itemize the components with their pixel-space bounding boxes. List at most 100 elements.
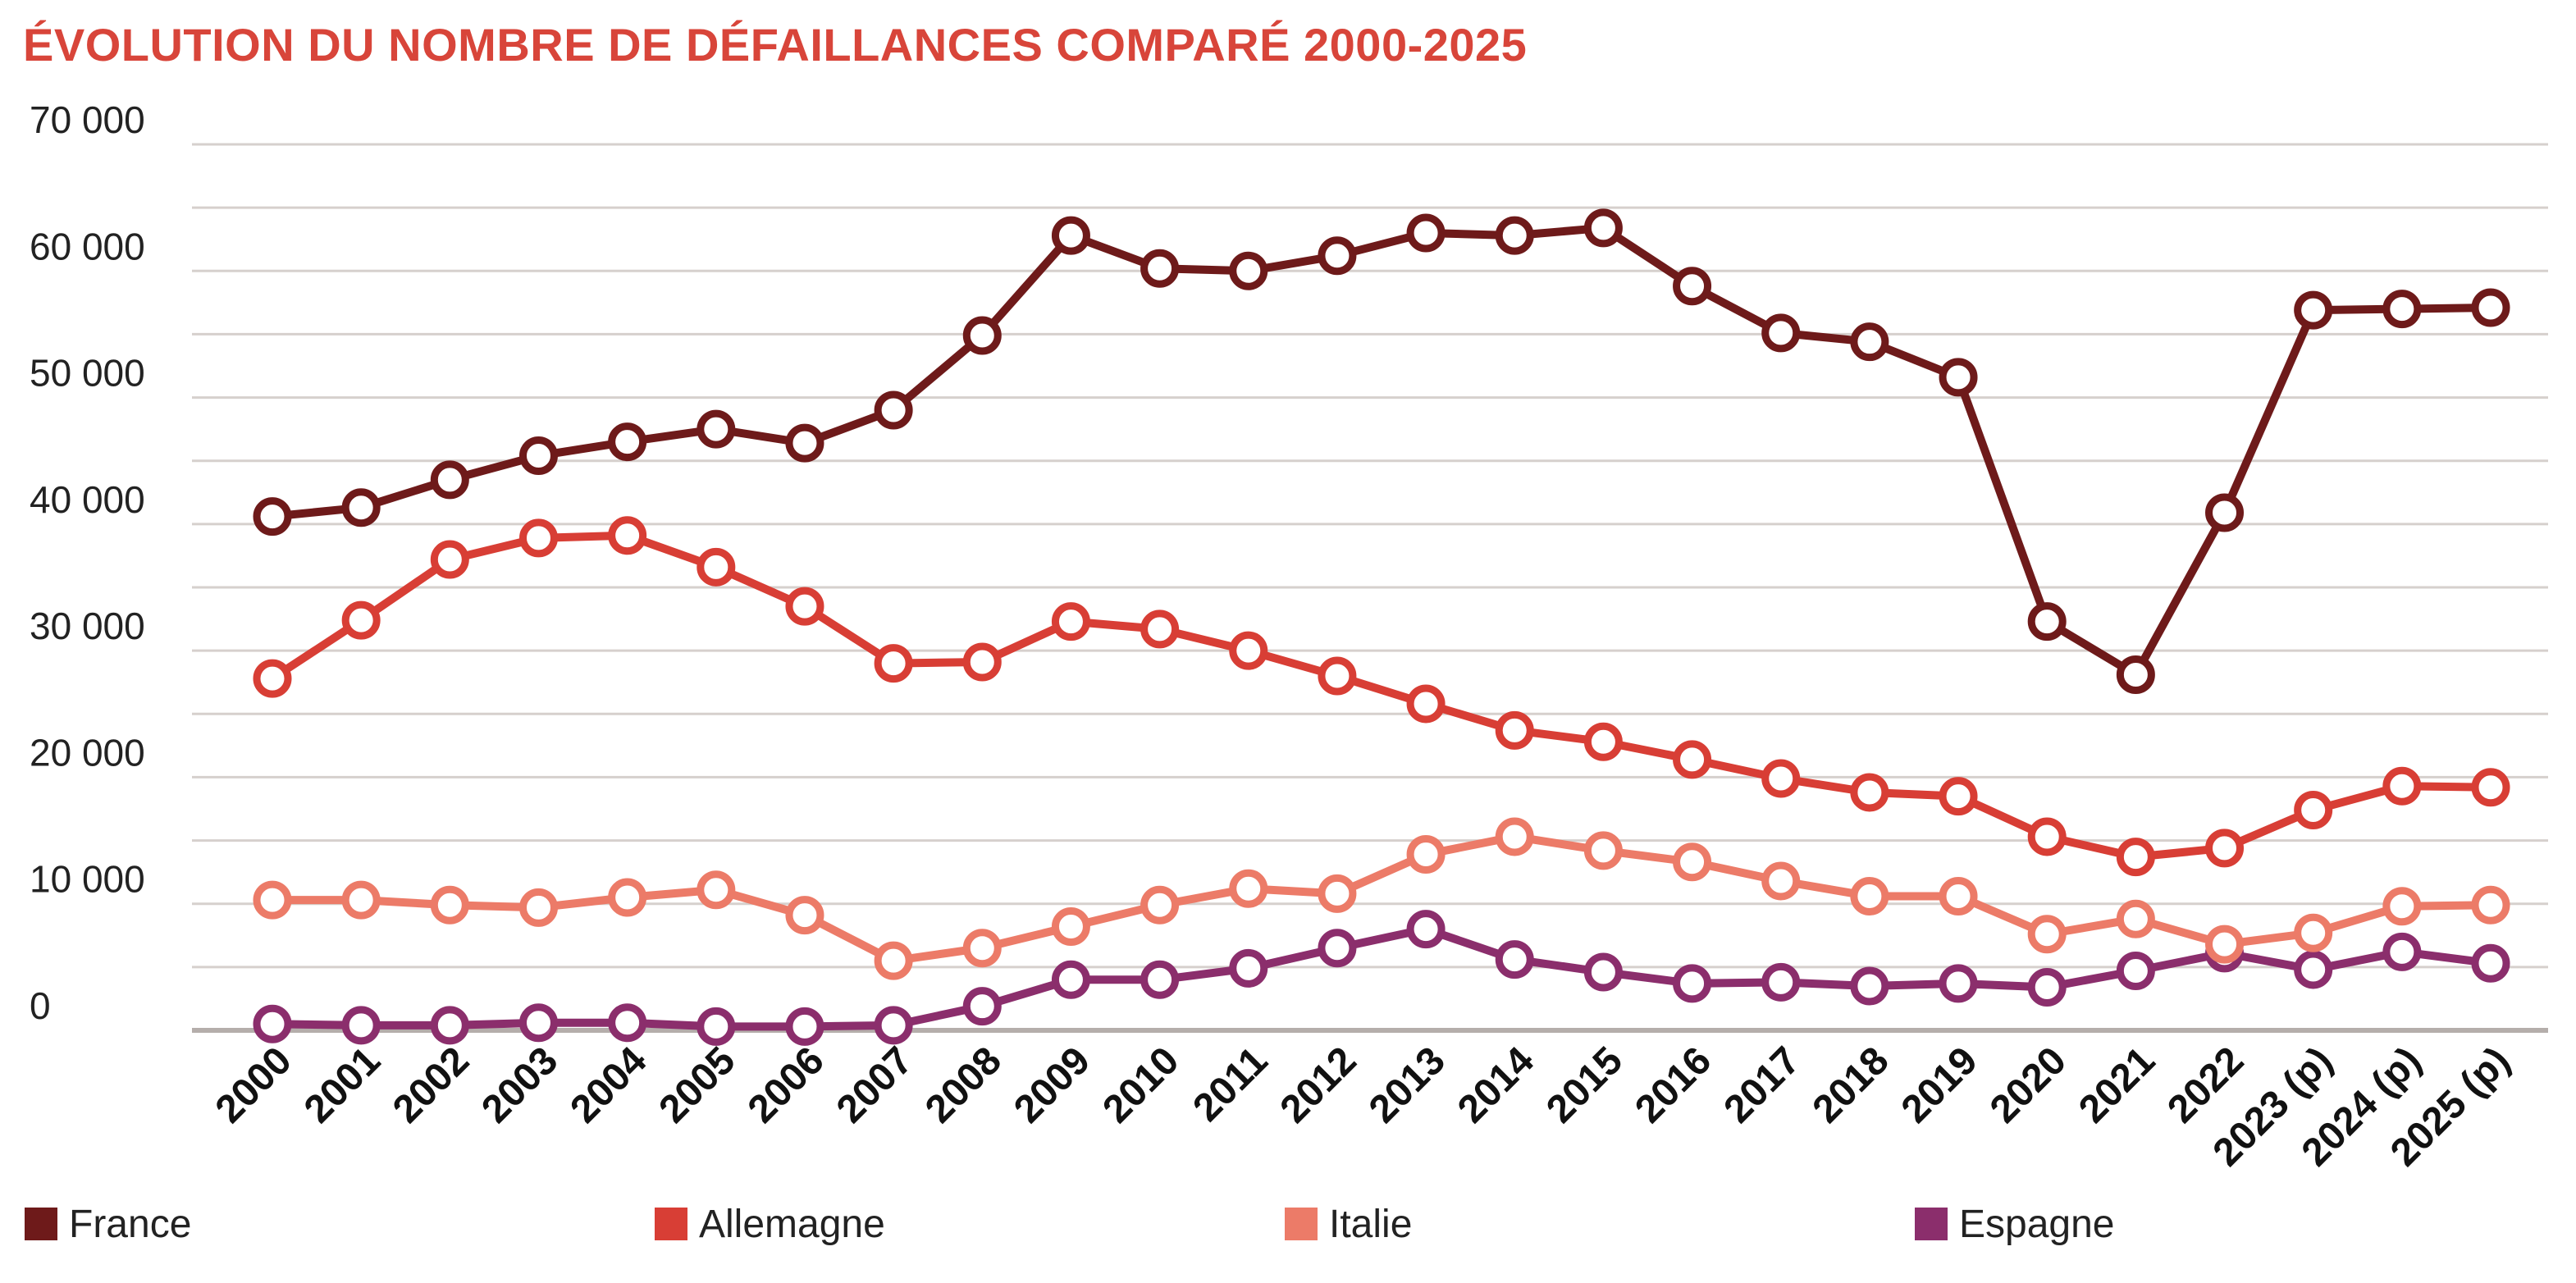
x-tick-label: 2007 bbox=[829, 1039, 921, 1131]
x-tick-label: 2001 bbox=[296, 1039, 389, 1131]
data-point-italie bbox=[1406, 835, 1446, 874]
data-point-france bbox=[1761, 313, 1801, 353]
legend-item-italie: Italie bbox=[1285, 1194, 1412, 1253]
data-point-allemagne bbox=[1495, 710, 1534, 750]
x-tick-label: 2015 bbox=[1538, 1039, 1631, 1131]
data-point-espagne bbox=[962, 987, 1002, 1026]
series-line-espagne bbox=[268, 925, 2495, 1031]
y-tick-label: 40 000 bbox=[30, 478, 145, 521]
data-point-allemagne bbox=[785, 587, 824, 626]
data-point-allemagne bbox=[1850, 773, 1889, 812]
data-point-allemagne bbox=[2471, 768, 2510, 807]
data-point-france bbox=[2471, 288, 2510, 327]
data-point-france bbox=[1673, 267, 1712, 306]
data-point-france bbox=[253, 497, 292, 536]
data-point-espagne bbox=[430, 1006, 469, 1045]
line-chart: 0 10 000 20 000 30 000 40 000 50 000 60 000 70 … bbox=[30, 98, 2548, 1175]
data-point-italie bbox=[2116, 899, 2155, 938]
data-point-italie bbox=[1318, 874, 1357, 913]
data-point-espagne bbox=[1850, 966, 1889, 1006]
x-tick-label: 2010 bbox=[1094, 1039, 1187, 1131]
data-point-italie bbox=[1673, 842, 1712, 882]
series-espagne bbox=[253, 910, 2510, 1046]
x-tick-label: 2012 bbox=[1272, 1039, 1365, 1131]
data-point-france bbox=[785, 423, 824, 463]
data-point-allemagne bbox=[2116, 838, 2155, 877]
data-point-allemagne bbox=[1761, 759, 1801, 798]
data-point-italie bbox=[1051, 906, 1090, 946]
y-tick-label: 70 000 bbox=[30, 98, 145, 141]
data-point-italie bbox=[1761, 861, 1801, 901]
series-allemagne bbox=[253, 516, 2510, 877]
x-tick-label: 2021 bbox=[2071, 1039, 2163, 1131]
data-point-france bbox=[1495, 216, 1534, 255]
data-point-italie bbox=[430, 885, 469, 925]
data-point-allemagne bbox=[2382, 766, 2422, 806]
series-line-france bbox=[268, 223, 2495, 679]
series-lines bbox=[253, 208, 2510, 1046]
data-point-france bbox=[874, 390, 913, 430]
data-point-france bbox=[2027, 602, 2067, 642]
data-point-allemagne bbox=[1229, 631, 1268, 670]
data-point-espagne bbox=[697, 1007, 736, 1046]
series-italie bbox=[253, 817, 2510, 980]
legend-item-espagne: Espagne bbox=[1915, 1194, 2115, 1253]
data-point-france bbox=[430, 460, 469, 500]
legend-swatch bbox=[1915, 1208, 1948, 1240]
x-tick-label: 2009 bbox=[1006, 1039, 1098, 1131]
data-point-france bbox=[2382, 290, 2422, 329]
series-line-allemagne bbox=[268, 531, 2495, 861]
legend-swatch bbox=[655, 1208, 687, 1240]
data-point-allemagne bbox=[697, 547, 736, 587]
data-point-espagne bbox=[518, 1003, 558, 1043]
data-point-france bbox=[2116, 655, 2155, 694]
data-point-italie bbox=[1229, 869, 1268, 908]
data-point-allemagne bbox=[1140, 610, 1180, 649]
data-point-espagne bbox=[1406, 910, 1446, 949]
y-axis-ticks: 0 10 000 20 000 30 000 40 000 50 000 60 000 70 … bbox=[30, 98, 145, 1027]
legend-swatch bbox=[1285, 1208, 1318, 1240]
x-tick-label: 2005 bbox=[651, 1039, 744, 1131]
chart-legend: France Allemagne Italie Espagne bbox=[0, 1194, 2576, 1253]
x-tick-label: 2006 bbox=[740, 1039, 833, 1131]
data-point-espagne bbox=[785, 1007, 824, 1046]
data-point-espagne bbox=[253, 1004, 292, 1043]
x-tick-label: 2000 bbox=[208, 1039, 300, 1131]
data-point-espagne bbox=[1761, 962, 1801, 1002]
data-point-espagne bbox=[2027, 968, 2067, 1007]
data-point-italie bbox=[962, 929, 1002, 968]
data-point-espagne bbox=[2116, 951, 2155, 990]
data-point-italie bbox=[2471, 885, 2510, 925]
data-point-espagne bbox=[1495, 940, 1534, 979]
x-tick-label: 2020 bbox=[1982, 1039, 2075, 1131]
data-point-italie bbox=[341, 880, 381, 920]
data-point-italie bbox=[1583, 831, 1623, 870]
data-point-espagne bbox=[341, 1006, 381, 1045]
legend-label: Espagne bbox=[1959, 1202, 2115, 1246]
x-axis-ticks: 2000200120022003200420052006200720082009… bbox=[208, 1039, 2519, 1175]
data-point-allemagne bbox=[1583, 722, 1623, 761]
data-point-italie bbox=[2294, 913, 2333, 952]
data-point-espagne bbox=[874, 1006, 913, 1045]
data-point-france bbox=[1850, 322, 1889, 362]
data-point-allemagne bbox=[341, 600, 381, 640]
y-tick-label: 0 bbox=[30, 984, 51, 1027]
data-point-italie bbox=[253, 880, 292, 920]
data-point-italie bbox=[2027, 915, 2067, 954]
x-tick-label: 2011 bbox=[1185, 1039, 1276, 1130]
x-tick-label: 2018 bbox=[1805, 1039, 1898, 1131]
data-point-allemagne bbox=[430, 540, 469, 579]
series-france bbox=[253, 208, 2510, 694]
x-tick-label: 2013 bbox=[1361, 1039, 1454, 1131]
data-point-france bbox=[341, 488, 381, 527]
data-point-italie bbox=[1140, 885, 1180, 925]
x-tick-label: 2014 bbox=[1450, 1039, 1542, 1131]
data-point-espagne bbox=[2294, 950, 2333, 989]
x-tick-label: 2003 bbox=[473, 1039, 566, 1131]
data-point-allemagne bbox=[874, 644, 913, 683]
data-point-italie bbox=[2382, 887, 2422, 926]
data-point-allemagne bbox=[253, 659, 292, 698]
chart-title: ÉVOLUTION DU NOMBRE DE DÉFAILLANCES COMP… bbox=[23, 19, 1528, 71]
legend-label: Italie bbox=[1329, 1202, 1413, 1246]
x-tick-label: 2017 bbox=[1716, 1039, 1809, 1131]
